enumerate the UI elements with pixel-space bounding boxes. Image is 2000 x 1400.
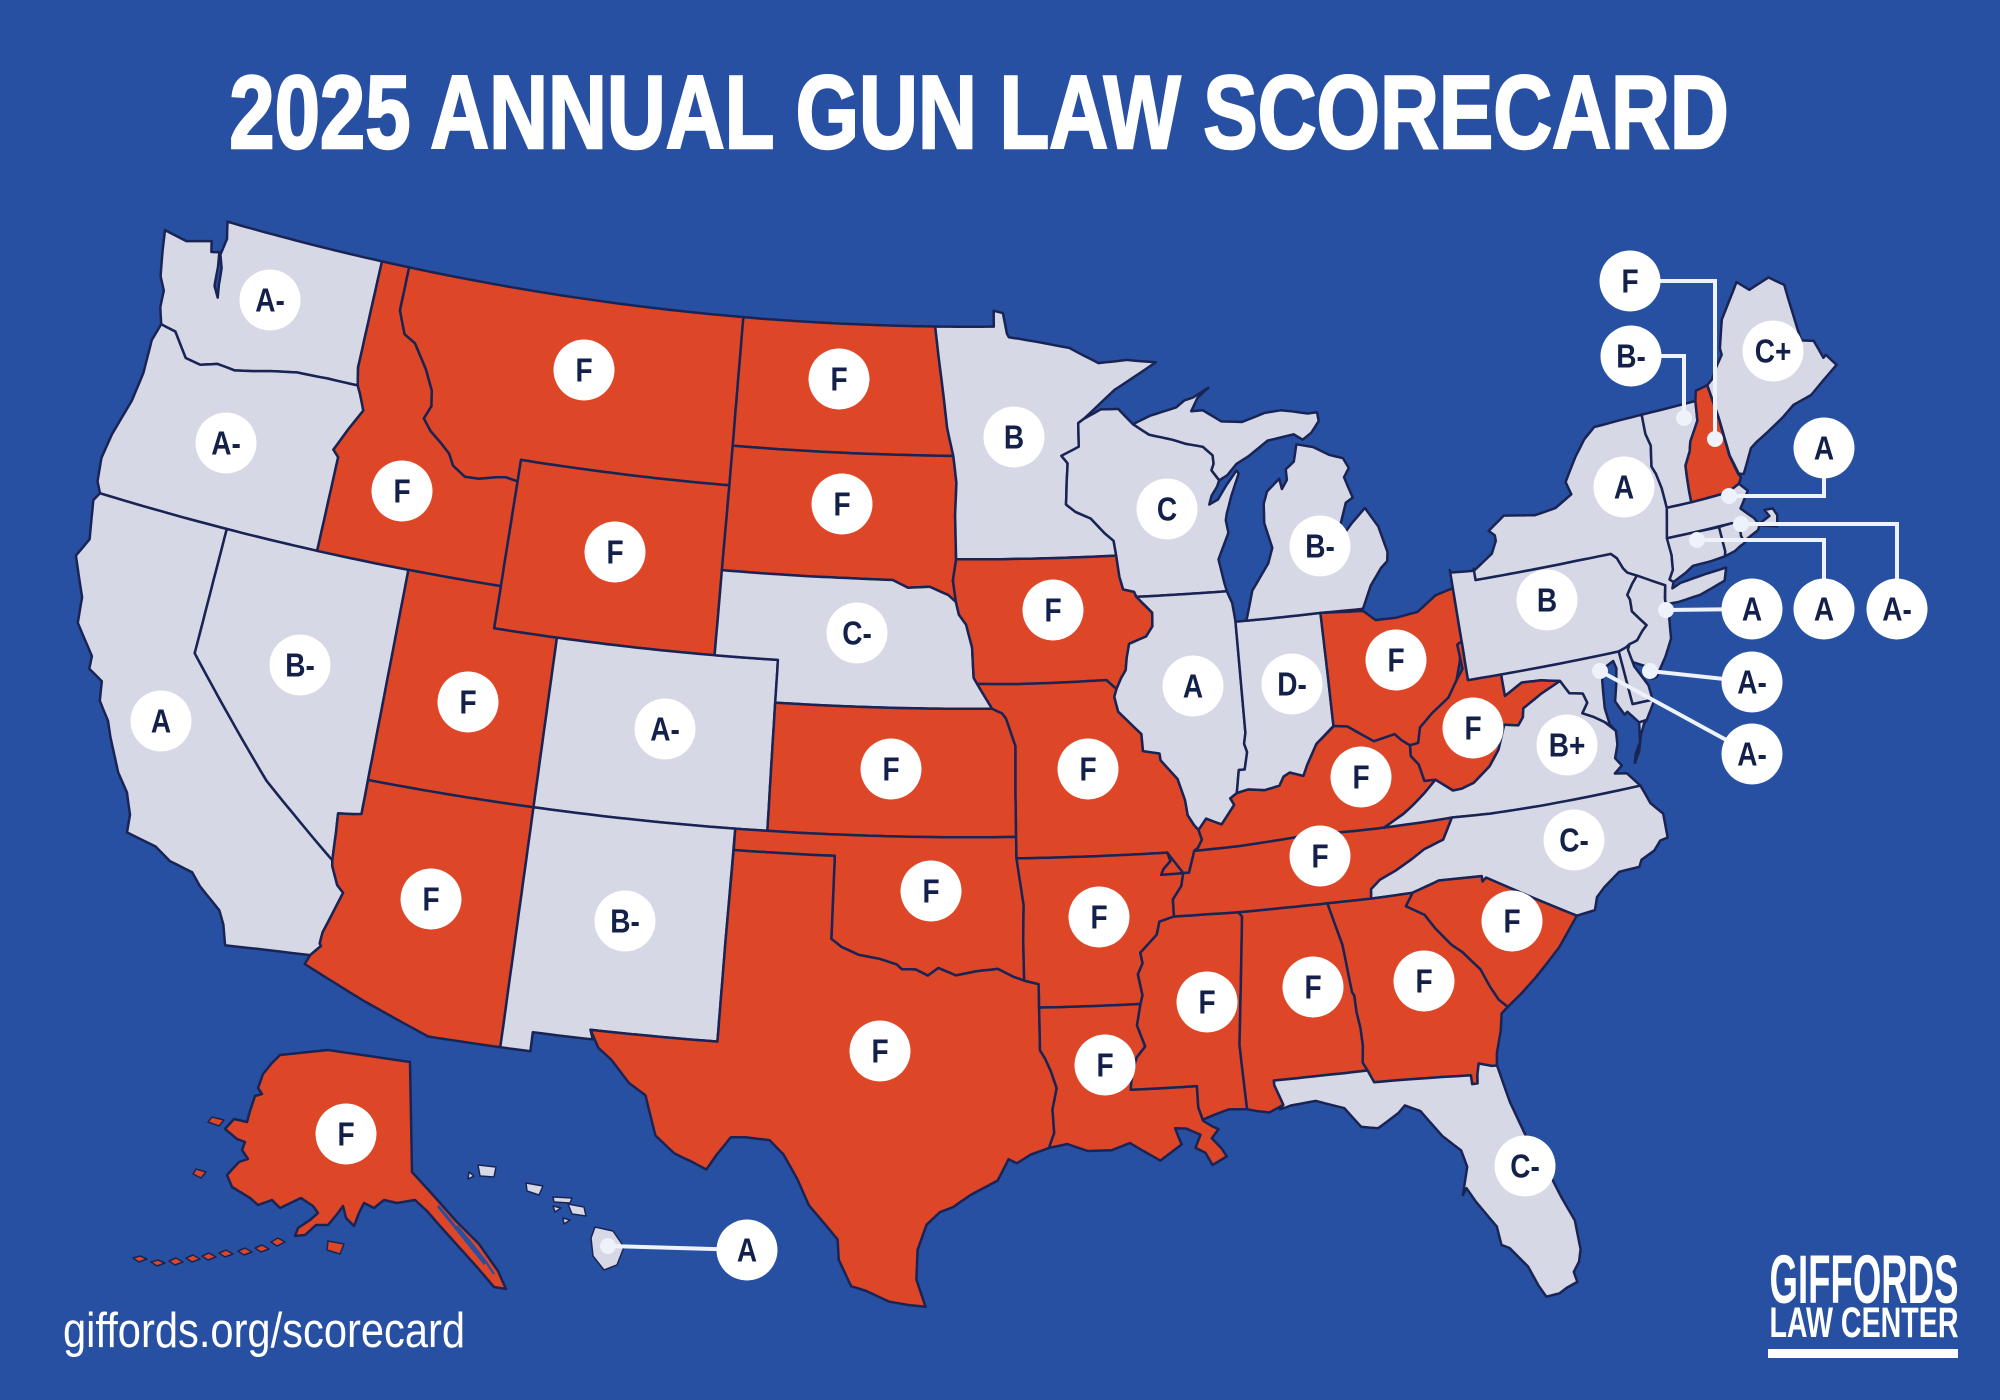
svg-text:F: F — [1387, 642, 1404, 679]
svg-text:A-: A- — [255, 282, 285, 319]
svg-text:B-: B- — [1616, 338, 1646, 375]
svg-text:F: F — [871, 1033, 888, 1070]
svg-text:C-: C- — [1510, 1148, 1540, 1185]
svg-text:F: F — [1464, 710, 1481, 747]
svg-text:B: B — [1537, 582, 1557, 619]
svg-text:F: F — [830, 361, 847, 398]
svg-text:F: F — [1621, 263, 1638, 300]
svg-text:F: F — [922, 873, 939, 910]
svg-text:A: A — [1742, 591, 1762, 628]
svg-text:F: F — [1352, 759, 1369, 796]
svg-text:A: A — [1814, 591, 1834, 628]
svg-text:F: F — [882, 751, 899, 788]
svg-text:A-: A- — [650, 711, 680, 748]
svg-text:A-: A- — [1737, 664, 1767, 701]
svg-text:F: F — [393, 473, 410, 510]
svg-text:B: B — [1004, 419, 1024, 456]
svg-text:F: F — [1044, 592, 1061, 629]
svg-text:F: F — [1198, 984, 1215, 1021]
svg-text:C+: C+ — [1755, 333, 1792, 370]
svg-text:A: A — [1614, 469, 1634, 506]
svg-text:D-: D- — [1277, 666, 1307, 703]
svg-text:F: F — [833, 486, 850, 523]
svg-text:F: F — [1090, 899, 1107, 936]
svg-text:F: F — [337, 1116, 354, 1153]
svg-text:F: F — [1503, 903, 1520, 940]
svg-text:F: F — [575, 352, 592, 389]
svg-text:C-: C- — [1559, 822, 1589, 859]
svg-text:F: F — [1415, 963, 1432, 1000]
svg-text:A-: A- — [211, 425, 241, 462]
svg-text:A-: A- — [1882, 591, 1912, 628]
svg-text:A-: A- — [1737, 736, 1767, 773]
svg-text:B+: B+ — [1549, 727, 1586, 764]
svg-text:B-: B- — [285, 647, 315, 684]
svg-text:F: F — [606, 534, 623, 571]
svg-text:B-: B- — [610, 903, 640, 940]
svg-text:F: F — [1311, 838, 1328, 875]
svg-text:A: A — [1183, 668, 1203, 705]
svg-text:F: F — [1096, 1047, 1113, 1084]
svg-text:F: F — [1304, 969, 1321, 1006]
svg-text:A: A — [737, 1232, 757, 1269]
svg-text:F: F — [1079, 751, 1096, 788]
svg-text:F: F — [422, 881, 439, 918]
svg-text:B-: B- — [1305, 528, 1335, 565]
svg-text:A: A — [1814, 430, 1834, 467]
svg-text:C-: C- — [842, 615, 872, 652]
svg-text:C: C — [1157, 491, 1177, 528]
svg-text:F: F — [459, 684, 476, 721]
svg-text:A: A — [151, 703, 171, 740]
